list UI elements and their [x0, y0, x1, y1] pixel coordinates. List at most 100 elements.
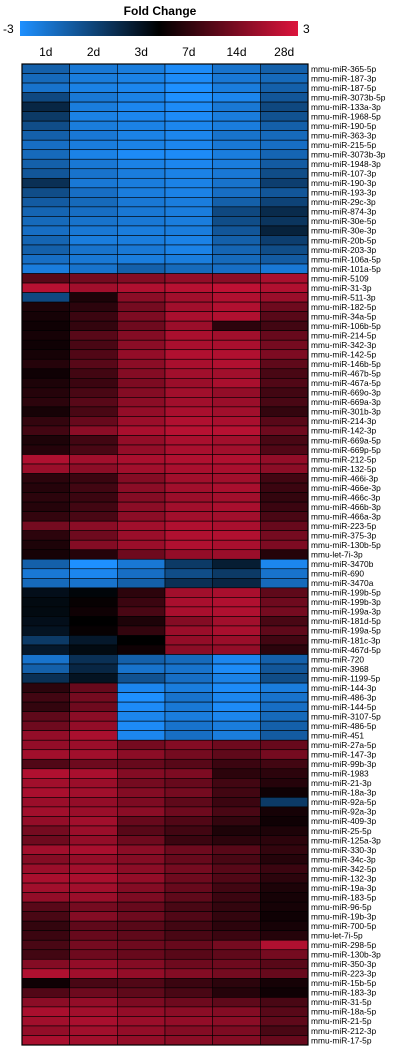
heatmap-cell: [21, 149, 70, 160]
row-label: mmu-miR-101a-5p: [311, 264, 381, 274]
heatmap-cell: [260, 635, 309, 646]
heatmap-cell: [21, 720, 70, 731]
row-label: mmu-miR-144-5p: [311, 702, 376, 712]
row-label: mmu-miR-199a-5p: [311, 626, 381, 636]
heatmap-cell: [212, 406, 261, 417]
heatmap-cell: [117, 330, 166, 341]
heatmap-cell: [117, 406, 166, 417]
heatmap-cell: [212, 349, 261, 360]
heatmap-cell: [260, 501, 309, 512]
heatmap-cell: [164, 673, 213, 684]
heatmap-cell: [21, 768, 70, 779]
heatmap-cell: [260, 158, 309, 170]
heatmap-cell: [21, 968, 70, 979]
heatmap-cell: [164, 644, 213, 655]
heatmap-cell: [212, 578, 261, 589]
heatmap-cell: [117, 920, 166, 931]
row-label: mmu-miR-3470b: [311, 559, 374, 569]
row-label: mmu-miR-99b-3p: [311, 759, 376, 769]
heatmap-cell: [212, 320, 261, 331]
heatmap-cell: [164, 911, 213, 922]
heatmap-cell: [69, 177, 118, 189]
heatmap-cell: [164, 225, 213, 236]
row-label: mmu-miR-146b-5p: [311, 359, 381, 369]
heatmap-cell: [164, 711, 213, 722]
heatmap-cell: [212, 568, 261, 579]
heatmap-cell: [21, 339, 70, 351]
heatmap-cell: [117, 358, 166, 370]
row-label: mmu-miR-669a-3p: [311, 397, 381, 407]
row-label: mmu-miR-3107-5p: [311, 711, 381, 721]
heatmap-cell: [164, 568, 213, 579]
heatmap-cell: [260, 444, 309, 455]
heatmap-cell: [260, 339, 309, 351]
heatmap-cell: [21, 616, 70, 627]
heatmap-cell: [69, 187, 118, 198]
heatmap-cell: [260, 920, 309, 931]
heatmap-cell: [260, 1025, 309, 1036]
row-label: mmu-miR-92a-5p: [311, 797, 376, 807]
heatmap-cell: [164, 720, 213, 731]
heatmap-cell: [69, 292, 118, 303]
heatmap-cell: [164, 1006, 213, 1017]
heatmap-cell: [69, 854, 118, 865]
row-label: mmu-miR-21-3p: [311, 778, 372, 788]
row-label: mmu-miR-107-3p: [311, 169, 376, 179]
heatmap-cell: [212, 682, 261, 693]
heatmap-cell: [212, 292, 261, 303]
heatmap-cell: [260, 273, 309, 284]
heatmap-cell: [21, 958, 70, 970]
heatmap-cell: [69, 578, 118, 589]
heatmap-cell: [69, 844, 118, 855]
heatmap-cell: [164, 92, 213, 103]
heatmap-cell: [21, 254, 70, 265]
heatmap-cell: [69, 158, 118, 170]
row-label: mmu-miR-1983: [311, 769, 369, 779]
heatmap-cell: [117, 997, 166, 1008]
heatmap-cell: [164, 1025, 213, 1036]
heatmap-cell: [117, 101, 166, 112]
heatmap-cell: [164, 539, 213, 551]
heatmap-cell: [117, 177, 166, 189]
heatmap-cell: [117, 158, 166, 170]
heatmap-cell: [69, 692, 118, 703]
heatmap-cell: [164, 282, 213, 293]
row-label: mmu-miR-190-5p: [311, 121, 376, 131]
heatmap-cell: [212, 654, 261, 665]
heatmap-cell: [164, 206, 213, 217]
row-label: mmu-miR-212-5p: [311, 454, 376, 464]
heatmap-cell: [117, 987, 166, 998]
heatmap-cell: [69, 797, 118, 808]
heatmap-cell: [164, 358, 213, 370]
heatmap-cell: [69, 197, 118, 208]
heatmap-cell: [164, 978, 213, 989]
heatmap-cell: [117, 1035, 166, 1046]
heatmap-cell: [164, 168, 213, 179]
heatmap-cell: [260, 282, 309, 293]
heatmap-cell: [21, 530, 70, 541]
heatmap-cell: [212, 692, 261, 703]
heatmap-cell: [21, 758, 70, 770]
row-label: mmu-miR-3470a: [311, 578, 374, 588]
scale-min-label: -3: [3, 22, 14, 36]
heatmap-cell: [21, 463, 70, 474]
heatmap-cell: [21, 663, 70, 674]
heatmap-cell: [260, 549, 309, 560]
heatmap-cell: [117, 444, 166, 455]
heatmap-cell: [117, 768, 166, 779]
row-label: mmu-let-7i-5p: [311, 931, 363, 941]
heatmap-cell: [21, 235, 70, 246]
heatmap-cell: [69, 301, 118, 312]
heatmap-cell: [69, 463, 118, 474]
heatmap-cell: [69, 968, 118, 979]
heatmap-cell: [69, 778, 118, 789]
heatmap-cell: [69, 882, 118, 893]
heatmap-cell: [260, 292, 309, 303]
heatmap-cell: [69, 1016, 118, 1027]
heatmap-cell: [117, 558, 166, 570]
heatmap-cell: [69, 501, 118, 512]
heatmap-cell: [21, 282, 70, 293]
heatmap-cell: [260, 330, 309, 341]
heatmap-cell: [21, 939, 70, 951]
heatmap-cell: [260, 730, 309, 741]
